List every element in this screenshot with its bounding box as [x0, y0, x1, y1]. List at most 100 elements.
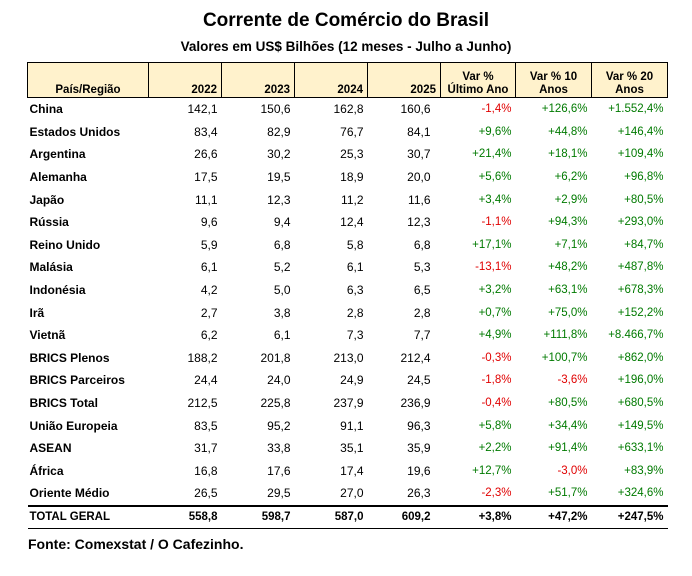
var-10-years: +18,1%: [548, 148, 588, 161]
table-row: Reino Unido 5,9 6,8 5,8 6,8 +17,1% +7,1% +84,7%: [28, 234, 668, 257]
value-2022: 5,9: [200, 237, 218, 252]
value-2024: 7,3: [346, 328, 364, 343]
value-2022: 83,5: [194, 418, 218, 433]
value-2023: 598,7: [221, 504, 295, 529]
var-last-year: +3,2%: [478, 284, 512, 297]
region-name: Indonésia: [29, 283, 86, 298]
table-header: País/Região 2022 2023 2024 2025 Var % Últ…: [27, 62, 668, 98]
value-2025: 2,8: [413, 305, 431, 320]
table-body: China 142,1 150,6 162,8 160,6 -1,4% +126,6% +1.…: [27, 98, 668, 529]
value-2025: 6,5: [413, 283, 431, 298]
var-last-year: +5,8%: [478, 419, 512, 432]
value-2025: 12,3: [407, 215, 431, 230]
var-last-year: +5,6%: [478, 171, 512, 184]
value-2025: 11,6: [408, 192, 431, 207]
table-row: Malásia 6,1 5,2 6,1 5,3 -13,1% +48,2% +487,8%: [28, 256, 668, 279]
value-2023: 5,2: [273, 260, 291, 275]
var-10-years: +44,8%: [548, 125, 588, 138]
value-2022: 83,4: [194, 124, 218, 139]
value-2022: 6,2: [200, 328, 218, 343]
value-2022: 6,1: [200, 260, 218, 275]
table-row: BRICS Plenos 188,2 201,8 213,0 212,4 -0,3% +10…: [28, 347, 668, 370]
table-row: BRICS Parceiros 24,4 24,0 24,9 24,5 -1,8% -3,6…: [28, 369, 668, 392]
var-10-years: +51,7%: [548, 487, 588, 500]
table-row: Argentina 26,6 30,2 25,3 30,7 +21,4% +18,1% +10…: [28, 143, 668, 166]
value-2022: 9,6: [200, 215, 218, 230]
var-20-years: +152,2%: [617, 306, 664, 319]
value-2025: 19,6: [407, 463, 431, 478]
value-2025: 30,7: [407, 147, 431, 162]
value-2023: 225,8: [260, 396, 291, 411]
value-2024: 11,2: [341, 192, 364, 207]
table-row: União Europeia 83,5 95,2 91,1 96,3 +5,8% +34,4…: [28, 414, 668, 437]
var-10-years: +47,2%: [515, 504, 592, 529]
region-name: Irã: [29, 305, 45, 320]
var-last-year: +2,2%: [478, 442, 512, 455]
value-2023: 29,5: [267, 486, 291, 501]
var-last-year: -1,8%: [481, 374, 512, 387]
value-2024: 6,1: [346, 260, 364, 275]
value-2024: 2,8: [346, 305, 364, 320]
value-2023: 17,6: [267, 463, 291, 478]
var-10-years: +80,5%: [548, 397, 588, 410]
var-last-year: +4,9%: [478, 329, 512, 342]
var-last-year: -0,4%: [481, 397, 512, 410]
value-2023: 5,0: [273, 283, 291, 298]
table-row: Irã 2,7 3,8 2,8 2,8 +0,7% +75,0% +152,2%: [28, 301, 668, 324]
region-name: BRICS Total: [29, 396, 98, 411]
var-10-years: +111,8%: [543, 329, 588, 342]
header-2023: 2023: [221, 62, 295, 98]
region-name: TOTAL GERAL: [27, 504, 149, 529]
value-2024: 12,4: [340, 215, 364, 230]
value-2024: 25,3: [340, 147, 364, 162]
value-2024: 587,0: [294, 504, 368, 529]
var-20-years: +862,0%: [617, 351, 664, 364]
var-last-year: -2,3%: [481, 487, 512, 500]
value-2025: 236,9: [400, 396, 431, 411]
region-name: Japão: [29, 192, 65, 207]
header-var-20-years-line1: Var % 20: [605, 71, 654, 83]
value-2023: 3,8: [273, 305, 291, 320]
var-last-year: +17,1%: [472, 238, 512, 251]
var-10-years: +91,4%: [548, 442, 588, 455]
var-20-years: +324,6%: [617, 487, 664, 500]
table-subtitle: Valores em US$ Bilhões (12 meses - Julho…: [180, 39, 512, 54]
header-2025: 2025: [367, 62, 441, 98]
total-row: TOTAL GERAL 558,8 598,7 587,0 609,2 +3,8% +47,…: [27, 504, 668, 529]
var-last-year: -1,4%: [481, 103, 512, 116]
value-2022: 4,2: [200, 283, 218, 298]
trade-table: País/Região 2022 2023 2024 2025 Var % Últ…: [27, 62, 668, 529]
table-row: China 142,1 150,6 162,8 160,6 -1,4% +126,6% +1.…: [28, 98, 668, 121]
var-10-years: +63,1%: [548, 284, 588, 297]
header-region: País/Região: [27, 62, 149, 98]
value-2025: 96,3: [407, 418, 431, 433]
value-2023: 6,1: [273, 328, 291, 343]
table-row: Alemanha 17,5 19,5 18,9 20,0 +5,6% +6,2% +96,8%: [28, 166, 668, 189]
value-2025: 26,3: [407, 486, 431, 501]
var-20-years: +83,9%: [624, 464, 664, 477]
header-var-last-year-line1: Var %: [462, 71, 494, 83]
region-name: Estados Unidos: [29, 124, 121, 139]
value-2024: 5,8: [346, 237, 364, 252]
table-row: BRICS Total 212,5 225,8 237,9 236,9 -0,4% +80,…: [28, 392, 668, 415]
table-row: Japão 11,1 12,3 11,2 11,6 +3,4% +2,9% +80,5%: [28, 188, 668, 211]
value-2022: 16,8: [194, 463, 218, 478]
var-10-years: +75,0%: [548, 306, 588, 319]
var-20-years: +487,8%: [617, 261, 664, 274]
value-2024: 24,9: [340, 373, 364, 388]
value-2024: 213,0: [333, 350, 364, 365]
var-last-year: -1,1%: [481, 216, 512, 229]
region-name: China: [29, 102, 63, 117]
value-2024: 35,1: [340, 441, 364, 456]
value-2022: 212,5: [187, 396, 218, 411]
region-name: BRICS Parceiros: [29, 373, 125, 388]
value-2023: 33,8: [267, 441, 291, 456]
value-2025: 24,5: [407, 373, 431, 388]
value-2022: 24,4: [194, 373, 218, 388]
value-2023: 30,2: [267, 147, 291, 162]
header-var-10-years: Var % 10 Anos: [515, 62, 592, 98]
region-name: ASEAN: [29, 441, 72, 456]
var-20-years: +8.466,7%: [608, 329, 664, 342]
var-20-years: +1.552,4%: [608, 103, 664, 116]
